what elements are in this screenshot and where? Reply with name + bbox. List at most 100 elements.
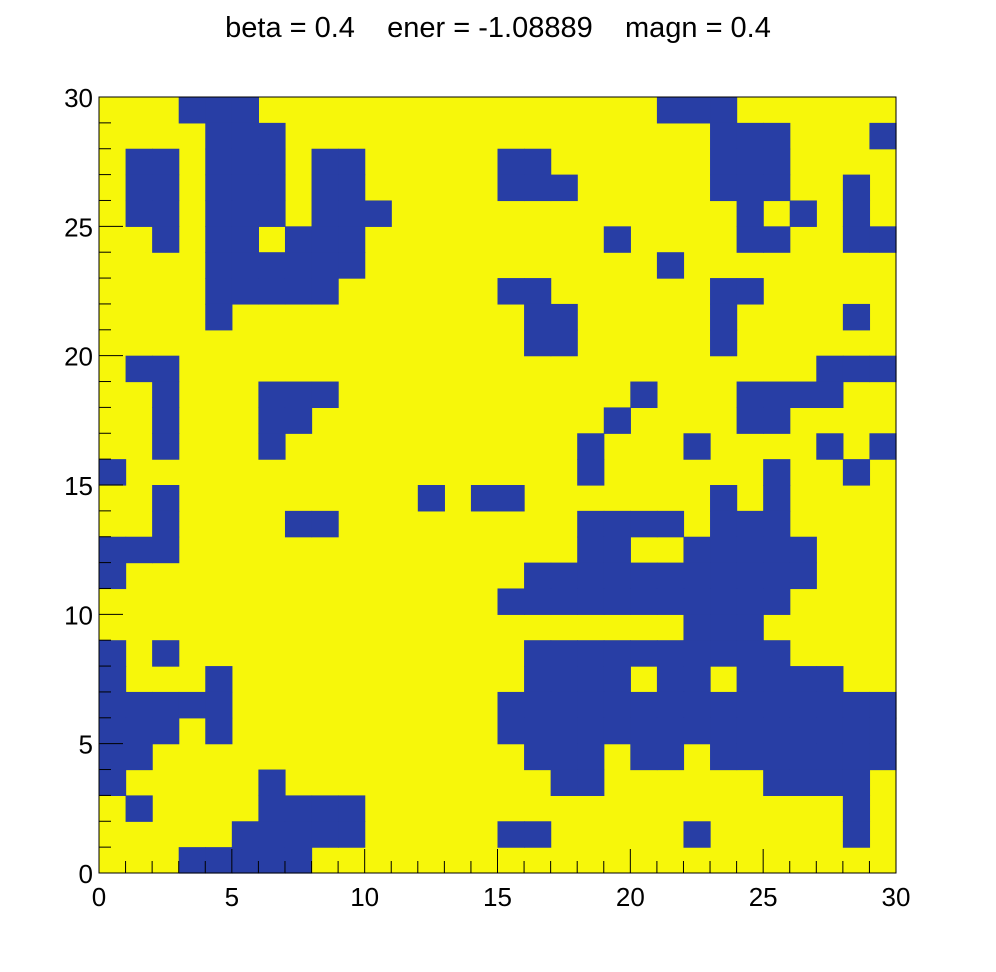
spin-down-cell xyxy=(577,769,605,796)
spin-down-cell xyxy=(842,795,871,822)
spin-down-cell xyxy=(683,536,711,564)
spin-down-cell xyxy=(683,691,711,719)
spin-down-cell xyxy=(656,640,685,667)
spin-down-cell xyxy=(736,148,764,176)
spin-down-cell xyxy=(205,666,233,693)
spin-down-cell xyxy=(577,510,605,538)
spin-down-cell xyxy=(816,666,844,693)
spin-down-cell xyxy=(125,691,153,719)
spin-down-cell xyxy=(763,381,791,408)
x-tick-label: 30 xyxy=(882,882,911,912)
spin-down-cell xyxy=(178,691,206,719)
spin-down-cell xyxy=(736,407,764,434)
spin-down-cell xyxy=(417,485,445,512)
spin-down-cell xyxy=(630,381,658,408)
spin-down-cell xyxy=(152,355,180,383)
spin-down-cell xyxy=(178,847,206,874)
spin-down-cell xyxy=(816,769,844,796)
spin-down-cell xyxy=(789,691,817,719)
spin-down-cell xyxy=(710,329,738,357)
spin-down-cell xyxy=(869,691,897,719)
spin-down-cell xyxy=(816,381,844,408)
x-tick-label: 10 xyxy=(350,882,379,912)
spin-down-cell xyxy=(550,743,578,771)
spin-down-cell xyxy=(763,588,791,615)
spin-down-cell xyxy=(816,717,844,745)
spin-down-cell xyxy=(683,614,711,641)
spin-down-cell xyxy=(630,562,658,590)
spin-down-cell xyxy=(205,691,233,719)
spin-down-cell xyxy=(258,407,286,434)
spin-down-cell xyxy=(656,743,685,771)
spin-down-cell xyxy=(99,769,127,796)
x-axis: 0 5 10 15 20 25 30 xyxy=(92,849,911,912)
spin-down-cell xyxy=(710,303,738,331)
spin-down-cell xyxy=(683,562,711,590)
y-tick-label: 5 xyxy=(79,730,93,760)
spin-down-cell xyxy=(736,743,764,771)
spin-down-cell xyxy=(577,691,605,719)
spin-down-cell xyxy=(710,97,738,124)
spin-down-cell xyxy=(736,536,764,564)
spin-down-cell xyxy=(763,407,791,434)
x-tick-label: 5 xyxy=(225,882,239,912)
spin-down-cell xyxy=(710,588,738,615)
spin-down-cell xyxy=(205,252,233,279)
x-tick-label: 20 xyxy=(616,882,645,912)
spin-down-cell xyxy=(338,226,366,253)
spin-down-cell xyxy=(656,666,685,693)
spin-down-cell xyxy=(736,562,764,590)
spin-down-cell xyxy=(603,562,631,590)
spin-down-cell xyxy=(231,847,259,874)
spin-down-cell xyxy=(710,536,738,564)
spin-down-cell xyxy=(524,303,552,331)
spin-down-cell xyxy=(550,769,578,796)
spin-down-cell xyxy=(842,769,871,796)
spin-down-cell xyxy=(231,122,259,150)
spin-down-cell xyxy=(869,355,897,383)
spin-down-cell xyxy=(205,122,233,150)
spin-down-cell xyxy=(630,743,658,771)
spin-down-cell xyxy=(152,174,180,202)
spin-down-cell xyxy=(338,174,366,202)
spin-down-cell xyxy=(152,640,180,667)
spin-down-cell xyxy=(869,433,897,460)
spin-down-cell xyxy=(338,795,366,822)
spin-down-cell xyxy=(550,588,578,615)
spin-down-cell xyxy=(603,536,631,564)
spin-down-cell xyxy=(577,743,605,771)
spin-down-cell xyxy=(284,407,313,434)
spin-down-cell xyxy=(603,691,631,719)
spin-down-cell xyxy=(763,717,791,745)
spin-down-cell xyxy=(497,821,525,848)
spin-down-cell xyxy=(311,226,339,253)
spin-down-cell xyxy=(125,743,153,771)
spin-down-cell xyxy=(311,148,339,176)
spin-down-cell xyxy=(656,97,685,124)
spin-down-cell xyxy=(710,122,738,150)
spin-down-cell xyxy=(258,381,286,408)
spin-down-cell xyxy=(550,666,578,693)
spin-down-cell xyxy=(205,278,233,305)
spin-down-cell xyxy=(683,666,711,693)
lattice-cells xyxy=(99,97,897,874)
spin-down-cell xyxy=(497,174,525,202)
spin-down-cell xyxy=(125,536,153,564)
spin-down-cell xyxy=(789,769,817,796)
spin-down-cell xyxy=(231,174,259,202)
spin-down-cell xyxy=(763,485,791,512)
spin-down-cell xyxy=(683,717,711,745)
spin-down-cell xyxy=(125,795,153,822)
spin-down-cell xyxy=(763,226,791,253)
spin-down-cell xyxy=(205,97,233,124)
spin-down-cell xyxy=(630,588,658,615)
spin-down-cell xyxy=(205,717,233,745)
spin-down-cell xyxy=(710,743,738,771)
spin-down-cell xyxy=(763,122,791,150)
spin-down-cell xyxy=(99,536,127,564)
spin-down-cell xyxy=(125,200,153,227)
spin-down-cell xyxy=(736,614,764,641)
spin-down-cell xyxy=(311,200,339,227)
spin-down-cell xyxy=(656,691,685,719)
spin-down-cell xyxy=(710,614,738,641)
